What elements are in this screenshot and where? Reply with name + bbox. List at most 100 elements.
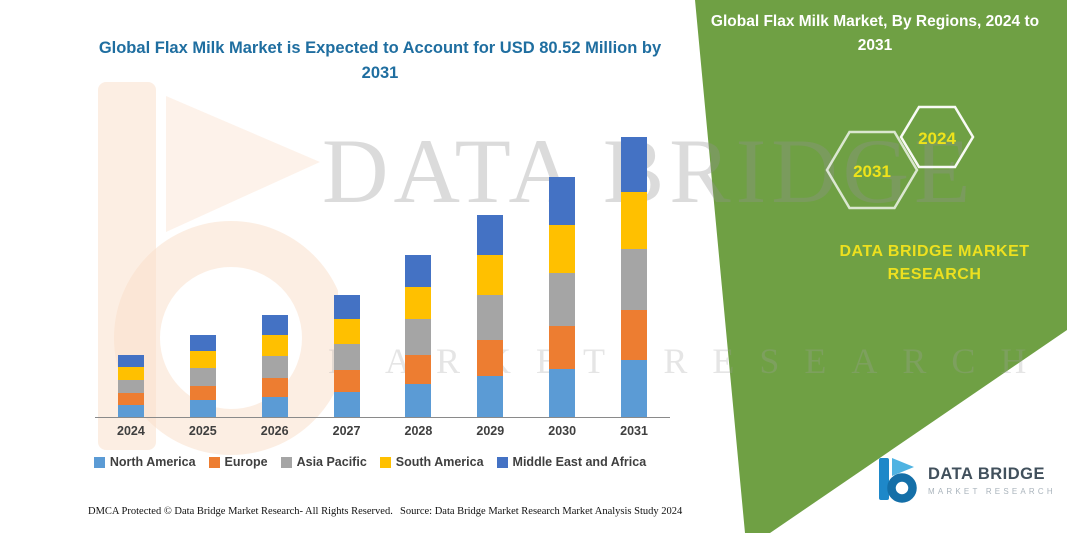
logo-name: DATA BRIDGE bbox=[928, 464, 1046, 483]
x-axis-labels: 2024 2025 2026 2027 2028 2029 2030 2031 bbox=[95, 424, 670, 438]
bar-segment bbox=[333, 319, 360, 344]
bar-group bbox=[95, 95, 167, 417]
dmca-text: DMCA Protected © Data Bridge Market Rese… bbox=[88, 506, 393, 517]
bar-stack bbox=[117, 355, 144, 417]
x-tick-label: 2024 bbox=[117, 424, 145, 438]
x-tick-label: 2026 bbox=[260, 424, 289, 438]
bar-segment bbox=[621, 310, 648, 361]
bar-group bbox=[454, 95, 526, 417]
side-panel-heading: Global Flax Milk Market, By Regions, 202… bbox=[710, 13, 1040, 55]
bar-segment bbox=[405, 355, 432, 385]
legend-label: South America bbox=[395, 455, 484, 469]
bar-segment bbox=[189, 367, 216, 386]
bar-segment bbox=[333, 370, 360, 393]
bar-segment bbox=[621, 360, 648, 417]
x-tick-label: 2027 bbox=[332, 424, 361, 438]
legend-swatch bbox=[93, 456, 105, 468]
legend-label: Asia Pacific bbox=[296, 455, 367, 469]
legend-item: North America bbox=[93, 455, 196, 469]
databridge-logo: DATA BRIDGE MARKET RESEARCH bbox=[876, 456, 1056, 504]
bar-segment bbox=[261, 396, 288, 417]
bar-segment bbox=[549, 224, 576, 273]
bar-segment bbox=[333, 343, 360, 371]
bar-segment bbox=[189, 350, 216, 368]
bar-segment bbox=[189, 385, 216, 401]
hexagon-2024-outline bbox=[899, 105, 975, 169]
bar-group bbox=[239, 95, 311, 417]
bar-segment bbox=[549, 325, 576, 369]
bar-segment bbox=[549, 272, 576, 326]
databridge-logo-icon bbox=[879, 458, 917, 503]
chart-legend: North America Europe Asia Pacific South Ame… bbox=[60, 455, 680, 469]
source-text: Source: Data Bridge Market Research Mark… bbox=[400, 506, 683, 517]
legend-item: South America bbox=[379, 455, 484, 469]
bar-stack bbox=[261, 315, 288, 417]
hexagon-year-2024: 2024 bbox=[918, 129, 956, 148]
x-tick-label: 2030 bbox=[548, 424, 577, 438]
bar-segment bbox=[405, 286, 432, 320]
legend-swatch bbox=[379, 456, 391, 468]
bar-segment bbox=[477, 339, 504, 377]
bar-group bbox=[167, 95, 239, 417]
footer: DMCA Protected © Data Bridge Market Rese… bbox=[88, 506, 688, 517]
legend-item: Middle East and Africa bbox=[496, 455, 647, 469]
bar-stack bbox=[621, 137, 648, 417]
legend-swatch bbox=[280, 456, 292, 468]
bar-segment bbox=[117, 404, 144, 417]
bar-segment bbox=[117, 367, 144, 380]
bar-segment bbox=[189, 400, 216, 417]
brand-text: DATA BRIDGE MARKET RESEARCH bbox=[839, 243, 1030, 284]
x-tick-label: 2025 bbox=[188, 424, 217, 438]
legend-swatch bbox=[496, 456, 508, 468]
bar-stack bbox=[189, 334, 216, 417]
bar-segment bbox=[117, 393, 144, 405]
bar-segment bbox=[189, 334, 216, 351]
hexagon-year-2031: 2031 bbox=[853, 162, 891, 181]
legend-swatch bbox=[208, 456, 220, 468]
databridge-logo-text: DATA BRIDGE MARKET RESEARCH bbox=[928, 465, 1056, 496]
plot-area bbox=[95, 95, 670, 418]
bar-segment bbox=[261, 315, 288, 336]
bar-segment bbox=[621, 191, 648, 249]
logo-subtitle: MARKET RESEARCH bbox=[928, 486, 1056, 496]
bar-group bbox=[598, 95, 670, 417]
legend-label: North America bbox=[109, 455, 196, 469]
bar-group bbox=[526, 95, 598, 417]
hexagon-year-badges: 2031 2024 bbox=[825, 105, 975, 210]
bar-segment bbox=[405, 384, 432, 417]
bar-segment bbox=[261, 355, 288, 379]
bar-segment bbox=[333, 295, 360, 320]
bar-stack bbox=[333, 295, 360, 417]
bar-segment bbox=[549, 368, 576, 417]
x-tick-label: 2029 bbox=[476, 424, 505, 438]
bar-segment bbox=[621, 137, 648, 192]
legend-label: Middle East and Africa bbox=[512, 455, 647, 469]
bar-segment bbox=[621, 248, 648, 311]
bar-segment bbox=[405, 255, 432, 287]
bar-segment bbox=[261, 378, 288, 397]
bar-stack bbox=[405, 255, 432, 417]
chart-title: Global Flax Milk Market is Expected to A… bbox=[98, 39, 662, 82]
legend-item: Asia Pacific bbox=[280, 455, 367, 469]
bar-segment bbox=[405, 319, 432, 356]
bar-segment bbox=[261, 335, 288, 356]
legend-item: Europe bbox=[208, 455, 268, 469]
bar-segment bbox=[477, 295, 504, 340]
hexagon-2031-outline bbox=[825, 130, 919, 210]
bar-segment bbox=[549, 177, 576, 225]
bar-segment bbox=[477, 215, 504, 255]
x-tick-label: 2031 bbox=[620, 424, 648, 438]
bar-segment bbox=[333, 392, 360, 417]
bar-segment bbox=[117, 355, 144, 368]
bar-group bbox=[383, 95, 455, 417]
x-tick-label: 2028 bbox=[404, 424, 433, 438]
bar-segment bbox=[117, 379, 144, 394]
watermark-marketresearch: MARKET RESEARCH bbox=[328, 341, 1052, 381]
bar-stack bbox=[549, 177, 576, 417]
bar-stack bbox=[477, 215, 504, 417]
bar-segment bbox=[477, 254, 504, 296]
bar-group bbox=[311, 95, 383, 417]
legend-label: Europe bbox=[224, 455, 268, 469]
bar-segment bbox=[477, 376, 504, 417]
